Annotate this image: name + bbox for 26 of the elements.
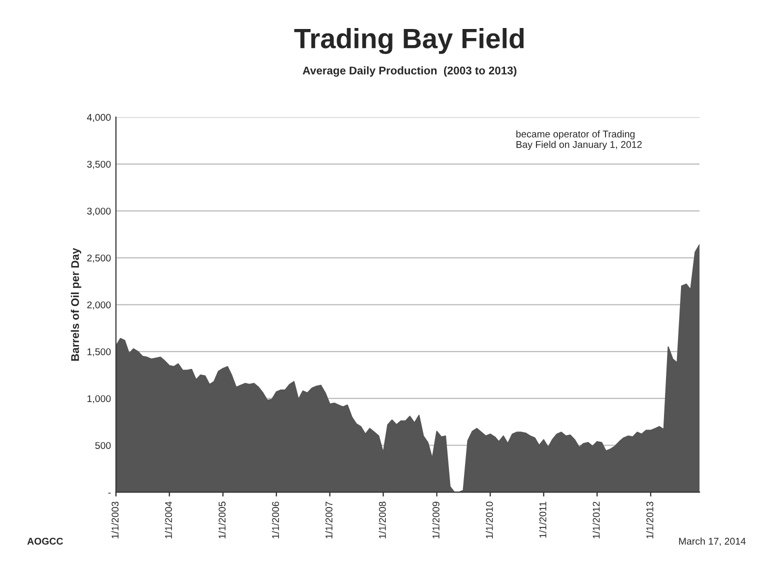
annotation: became operator of Trading Bay Field on January 1, 2012	[516, 130, 642, 150]
x-tick-label: 1/1/2008	[378, 502, 386, 538]
x-tick-label: 1/1/2006	[272, 502, 279, 538]
y-tick-label: 1,000	[88, 395, 111, 404]
x-tick-label: 1/1/2013	[646, 502, 654, 538]
y-tick-label: 2,000	[87, 301, 111, 310]
y-axis-title: Barrels of Oil per Day	[70, 248, 82, 361]
chart-subtitle: Average Daily Production (2003 to 2013)	[302, 66, 516, 77]
x-tick-label: 1/1/2010	[486, 502, 493, 538]
text: March 17, 2014	[679, 538, 746, 546]
x-tick-label: 1/1/2011	[539, 502, 546, 538]
x-tick-label: 1/1/2012	[592, 502, 600, 538]
y-tick-label: 1,500	[88, 348, 111, 356]
y-tick-label: 4,000	[86, 114, 111, 122]
x-tick-label: 1/1/2003	[111, 502, 119, 538]
y-tick-label: 3,000	[87, 208, 111, 216]
x-tick-label: 1/1/2005	[218, 502, 226, 538]
y-tick-label: 2,500	[87, 254, 111, 263]
y-tick-label: 3,500	[87, 160, 111, 169]
y-tick-label: -	[108, 492, 111, 494]
x-tick-label: 1/1/2004	[164, 502, 172, 538]
y-tick-label: 500	[95, 442, 111, 449]
x-tick-label: 1/1/2009	[432, 502, 440, 538]
chart-title: Trading Bay Field	[294, 28, 524, 54]
x-tick-label: 1/1/2007	[325, 502, 332, 538]
text: AOGCC	[27, 538, 63, 545]
